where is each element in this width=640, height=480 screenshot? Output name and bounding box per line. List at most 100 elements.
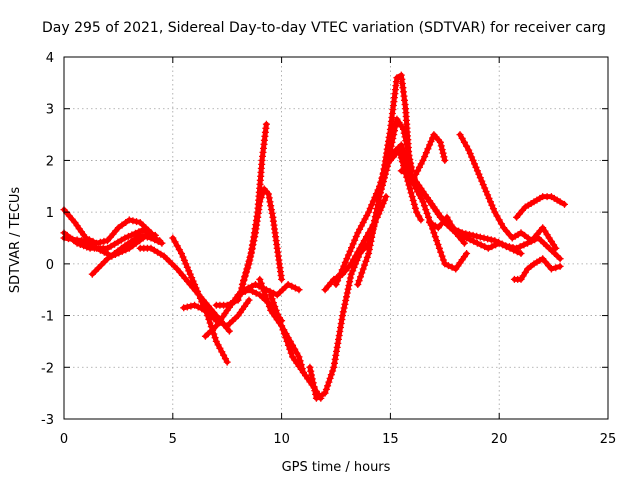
data-point [100, 237, 108, 245]
data-point [491, 208, 499, 216]
data-point [356, 244, 364, 252]
data-point [88, 270, 96, 278]
data-point [206, 319, 214, 327]
data-point [339, 308, 347, 316]
data-point [547, 265, 555, 273]
data-point [325, 378, 333, 386]
data-point [485, 194, 493, 202]
data-point [478, 177, 486, 185]
data-point [73, 236, 81, 244]
data-point [370, 221, 378, 228]
data-point [424, 145, 432, 153]
data-point [100, 248, 108, 256]
data-point [445, 217, 453, 225]
data-point [122, 219, 130, 226]
data-point [341, 258, 349, 266]
data-point [85, 241, 93, 248]
grid-lines [64, 57, 608, 419]
data-point [491, 237, 499, 245]
data-point [421, 153, 429, 161]
data-point [326, 374, 334, 382]
data-point [183, 303, 191, 311]
data-point [337, 324, 344, 331]
data-point [447, 221, 455, 229]
data-point [268, 295, 276, 303]
data-point [410, 200, 418, 208]
data-point [556, 255, 564, 263]
data-point [278, 322, 286, 330]
series-sat-y [510, 255, 564, 283]
data-point [335, 273, 343, 281]
data-point [371, 213, 379, 220]
data-point [472, 163, 480, 171]
data-point [476, 233, 484, 241]
data-point [198, 298, 206, 306]
data-point [310, 383, 318, 391]
x-axis-label: GPS time / hours [282, 460, 391, 475]
axis-ticks [63, 56, 609, 420]
data-point [332, 351, 340, 359]
data-point [279, 326, 287, 334]
data-point [175, 246, 183, 254]
data-point [423, 209, 431, 217]
data-point [242, 269, 250, 277]
data-point [382, 193, 390, 201]
data-point [441, 260, 449, 268]
plot-frame [63, 56, 609, 420]
data-point [194, 287, 201, 295]
data-point [346, 278, 354, 286]
data-point [240, 277, 247, 285]
series-sat-f [169, 234, 231, 366]
data-point [308, 371, 315, 379]
data-point [524, 234, 532, 242]
data-point [235, 292, 243, 300]
x-tick-label: 25 [600, 432, 617, 447]
data-point [471, 160, 478, 168]
x-tick-label: 15 [382, 432, 399, 447]
data-point [398, 158, 406, 166]
data-point [437, 248, 445, 256]
x-tick-label: 10 [273, 432, 290, 447]
data-point [427, 138, 435, 145]
data-point [188, 274, 196, 282]
data-point [169, 234, 177, 242]
data-point [345, 282, 353, 289]
data-point [287, 349, 295, 357]
data-point [343, 289, 351, 297]
series-sat-g [180, 296, 253, 330]
data-point [438, 252, 446, 260]
data-point [238, 281, 246, 288]
data-point [247, 250, 255, 257]
data-point [484, 235, 492, 243]
data-point [408, 193, 416, 201]
data-point [295, 353, 303, 361]
data-point [97, 261, 105, 269]
data-point [252, 289, 260, 297]
data-point [476, 174, 484, 182]
data-point [266, 198, 274, 206]
data-point [361, 261, 369, 269]
data-point [460, 138, 468, 146]
data-point [456, 131, 464, 139]
data-point [257, 279, 265, 287]
series-sat-z [426, 213, 468, 247]
data-point [340, 262, 348, 270]
data-point [324, 382, 332, 390]
series-sat-d [88, 231, 166, 278]
data-point [360, 237, 368, 245]
data-point [358, 269, 366, 277]
data-point [479, 181, 487, 189]
data-point [336, 328, 344, 335]
x-tick-label: 5 [169, 432, 177, 447]
data-point [269, 299, 277, 307]
data-point [291, 284, 299, 292]
data-point [368, 228, 376, 236]
data-point [495, 238, 502, 246]
data-point [220, 320, 228, 328]
data-point [125, 216, 133, 224]
data-point [473, 239, 481, 247]
data-point [383, 163, 391, 170]
data-point [422, 206, 430, 214]
data-point [460, 239, 468, 247]
y-tick-label: 2 [46, 154, 54, 169]
